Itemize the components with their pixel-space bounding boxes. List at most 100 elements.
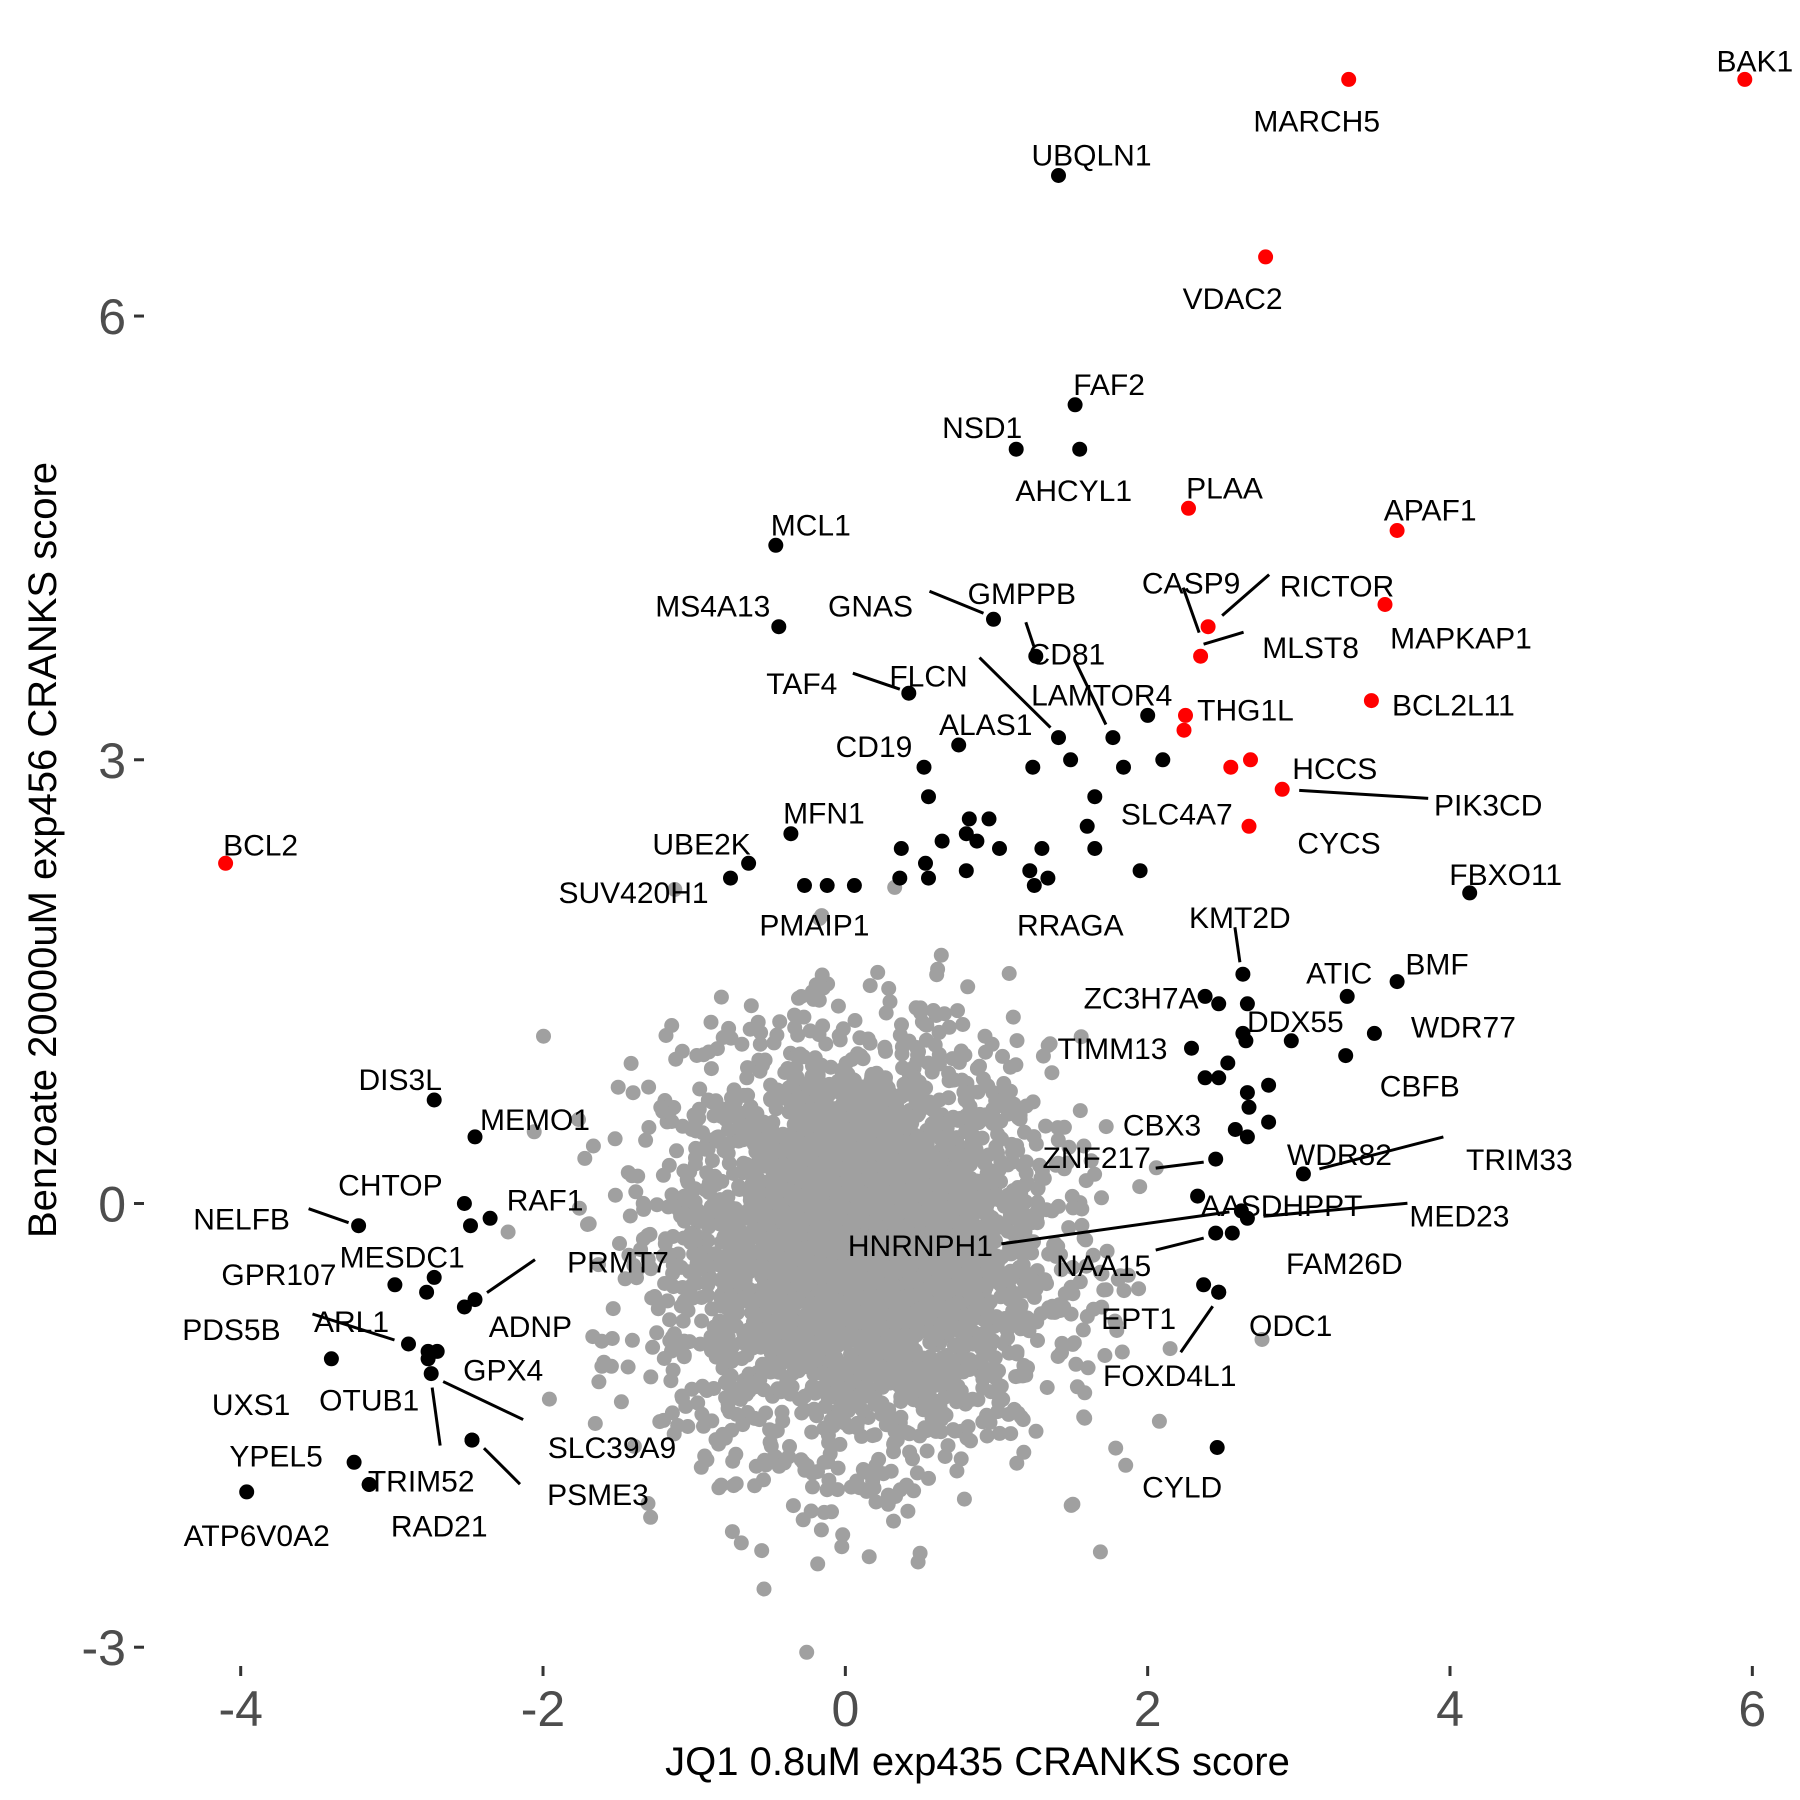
- background-point: [752, 1184, 768, 1200]
- background-point: [656, 1351, 672, 1366]
- background-point: [949, 1363, 965, 1379]
- background-point: [1151, 1413, 1167, 1429]
- background-point: [591, 1257, 606, 1273]
- background-point: [796, 1271, 812, 1287]
- background-point: [500, 1224, 516, 1240]
- background-point: [675, 1280, 691, 1295]
- background-point: [864, 1159, 880, 1175]
- background-point: [1019, 1175, 1035, 1190]
- gene-label: FLCN: [889, 661, 967, 694]
- background-point: [703, 1061, 719, 1077]
- background-point: [620, 1359, 636, 1375]
- background-point: [859, 1367, 875, 1383]
- background-point: [981, 1323, 997, 1339]
- background-point: [1039, 1276, 1054, 1292]
- data-point: [783, 826, 799, 842]
- background-point: [873, 1297, 889, 1313]
- background-point: [713, 989, 729, 1005]
- background-point: [1083, 1153, 1099, 1169]
- background-point: [917, 1017, 933, 1033]
- background-point: [937, 1320, 953, 1336]
- background-point: [843, 1265, 859, 1281]
- background-point: [747, 1478, 763, 1494]
- background-point: [624, 1332, 640, 1348]
- gene-label: WDR82: [1287, 1139, 1392, 1172]
- background-point: [764, 1124, 780, 1140]
- gene-label: CYCS: [1297, 827, 1380, 860]
- background-point: [954, 1072, 970, 1088]
- background-point: [950, 1112, 966, 1128]
- background-point: [979, 1224, 995, 1240]
- background-point: [855, 1051, 871, 1067]
- background-point: [684, 1381, 700, 1397]
- background-point: [832, 1436, 848, 1452]
- background-point: [1000, 1223, 1016, 1239]
- gene-label: NAA15: [1056, 1250, 1151, 1283]
- background-point: [799, 1644, 815, 1660]
- background-point: [925, 1327, 941, 1343]
- background-point: [909, 1040, 925, 1055]
- gene-label: EPT1: [1101, 1303, 1176, 1336]
- background-point: [892, 1482, 908, 1498]
- background-point: [1118, 1457, 1134, 1473]
- background-point: [650, 1301, 666, 1317]
- background-point: [1063, 1306, 1079, 1322]
- background-point: [847, 1089, 863, 1105]
- data-point: [901, 685, 917, 701]
- background-point: [726, 1166, 741, 1181]
- background-point: [803, 1101, 819, 1117]
- gene-label: RICTOR: [1280, 571, 1394, 604]
- background-point: [1079, 1309, 1095, 1324]
- background-point: [1030, 1333, 1045, 1348]
- background-point: [960, 979, 976, 995]
- background-point: [770, 1082, 785, 1098]
- background-point: [988, 1093, 1004, 1109]
- background-point: [1108, 1316, 1124, 1332]
- data-point: [1184, 1040, 1199, 1056]
- background-point: [766, 1035, 782, 1051]
- background-point: [887, 1088, 903, 1104]
- background-point: [919, 1443, 935, 1459]
- background-point: [732, 1105, 748, 1121]
- label-connector-line: [482, 1447, 522, 1486]
- background-point: [664, 1187, 680, 1203]
- background-point: [768, 1181, 784, 1197]
- data-point: [456, 1299, 472, 1315]
- background-point: [791, 1391, 807, 1407]
- background-point: [818, 1206, 834, 1222]
- background-point: [791, 990, 806, 1006]
- background-point: [850, 1305, 866, 1321]
- background-point: [965, 1355, 981, 1371]
- background-point: [1016, 1444, 1032, 1460]
- y-tick-label: -3: [82, 1620, 126, 1676]
- background-point: [886, 1278, 902, 1293]
- background-point: [703, 1014, 719, 1030]
- background-point: [746, 1172, 762, 1187]
- background-point: [591, 1374, 607, 1390]
- data-point: [1235, 1025, 1251, 1041]
- data-point: [1389, 974, 1405, 990]
- background-point: [920, 1055, 936, 1071]
- background-point: [1002, 1272, 1018, 1288]
- y-axis-title: Benzoate 20000uM exp456 CRANKS score: [21, 462, 65, 1238]
- background-point: [921, 1470, 936, 1486]
- background-point: [541, 1391, 557, 1407]
- data-point: [958, 826, 974, 842]
- background-point: [918, 1080, 934, 1096]
- background-point: [696, 1418, 711, 1434]
- background-point: [626, 1257, 642, 1273]
- gene-label: PDS5B: [182, 1314, 280, 1347]
- highlighted-points: [218, 71, 1753, 1500]
- background-point: [867, 1427, 883, 1443]
- background-point: [899, 1135, 915, 1151]
- background-point: [739, 1156, 754, 1172]
- background-point: [1092, 1264, 1108, 1280]
- background-point: [725, 1453, 741, 1469]
- data-point: [846, 878, 862, 893]
- background-point: [617, 1271, 633, 1287]
- background-point: [640, 1251, 656, 1267]
- background-point: [803, 1295, 819, 1311]
- background-point: [1013, 1298, 1029, 1313]
- background-point: [859, 1132, 875, 1148]
- background-point: [673, 1298, 689, 1314]
